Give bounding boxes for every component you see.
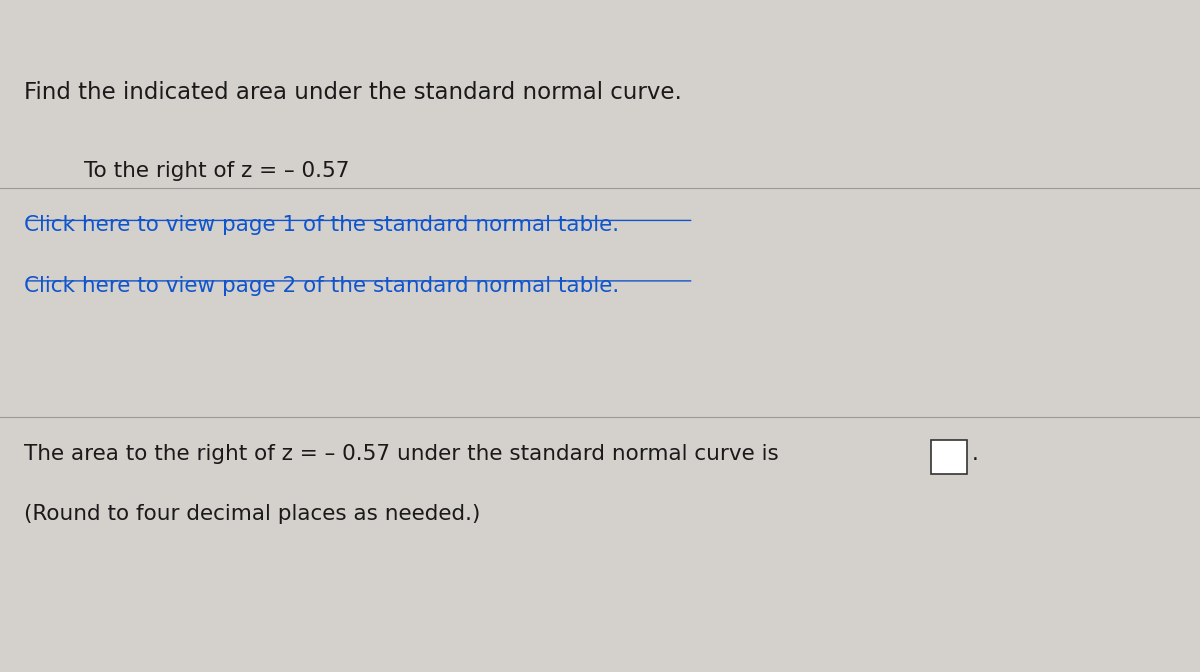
FancyBboxPatch shape [931,440,967,474]
Text: .: . [972,444,979,464]
Text: To the right of z = – 0.57: To the right of z = – 0.57 [84,161,349,181]
Text: Click here to view page 1 of the standard normal table.: Click here to view page 1 of the standar… [24,215,619,235]
Text: Click here to view page 2 of the standard normal table.: Click here to view page 2 of the standar… [24,276,619,296]
Text: The area to the right of z = – 0.57 under the standard normal curve is: The area to the right of z = – 0.57 unde… [24,444,779,464]
Text: (Round to four decimal places as needed.): (Round to four decimal places as needed.… [24,504,480,524]
Text: Find the indicated area under the standard normal curve.: Find the indicated area under the standa… [24,81,682,103]
